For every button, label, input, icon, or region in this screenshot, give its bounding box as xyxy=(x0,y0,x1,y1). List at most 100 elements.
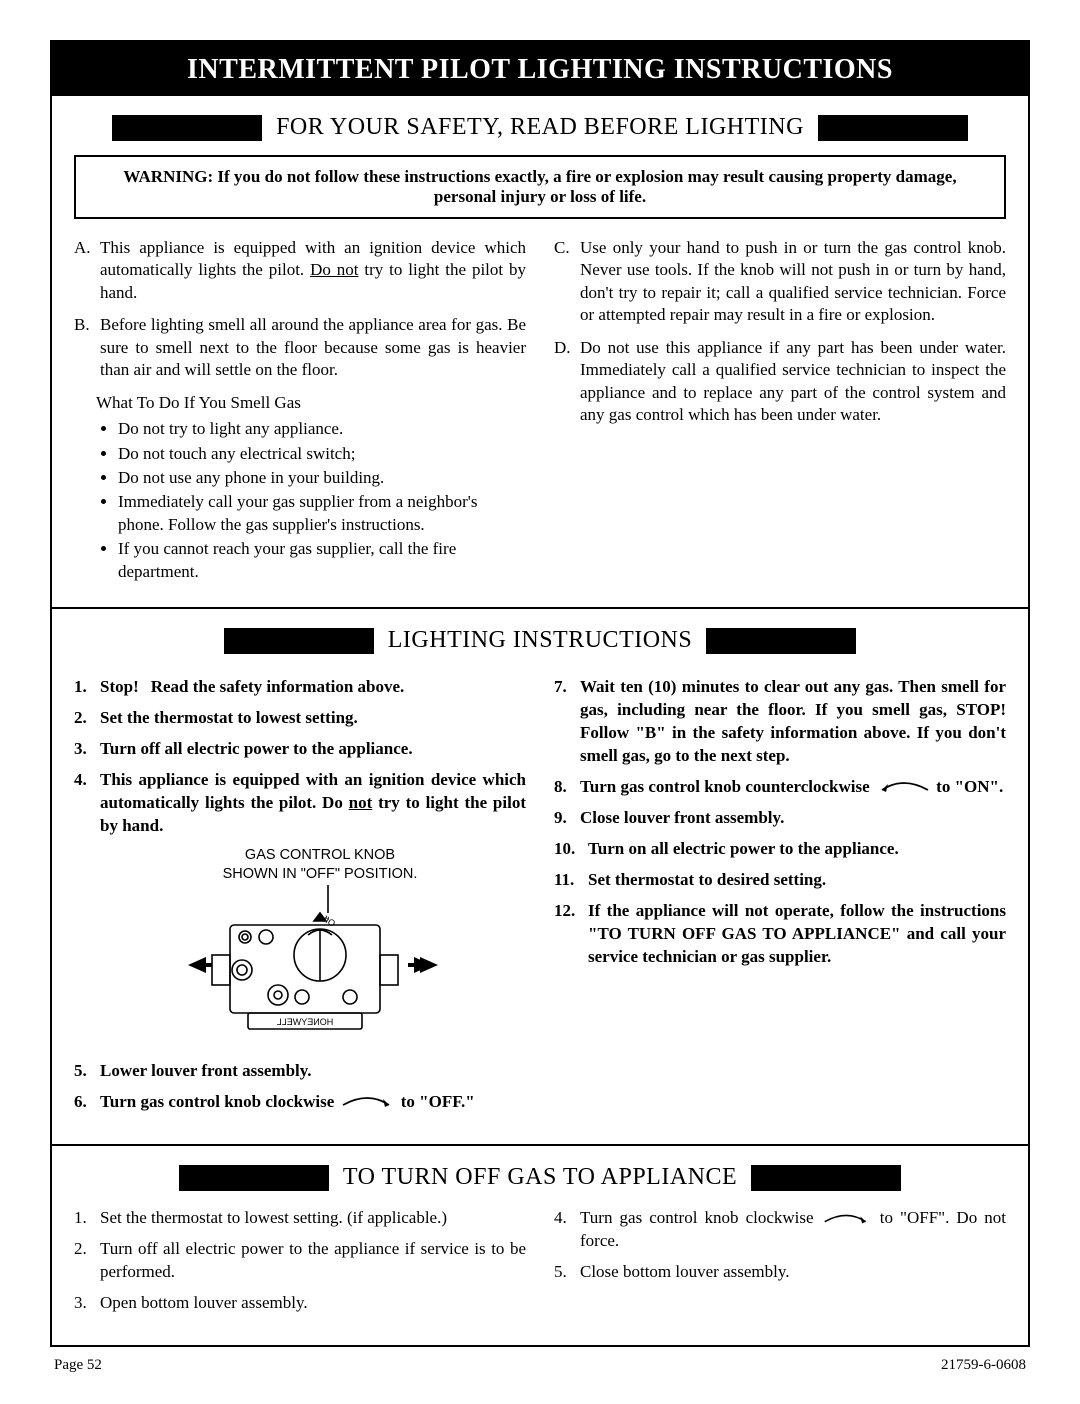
lighting-subheader-row: LIGHTING INSTRUCTIONS xyxy=(52,627,1028,654)
list-item: Immediately call your gas supplier from … xyxy=(118,491,526,536)
step-8: 8. Turn gas control knob counterclockwis… xyxy=(554,776,1006,799)
turnoff-col-left: 1. Set the thermostat to lowest setting.… xyxy=(74,1207,526,1323)
step-4-underline: not xyxy=(349,793,373,812)
subheader-block-left xyxy=(112,115,262,141)
turnoff-2: 2. Turn off all electric power to the ap… xyxy=(74,1238,526,1284)
step-12-text: If the appliance will not operate, follo… xyxy=(588,900,1006,969)
safety-columns: A. This appliance is equipped with an ig… xyxy=(52,237,1028,607)
divider xyxy=(52,607,1028,609)
step-5-label: 5. xyxy=(74,1060,96,1083)
turnoff-3-label: 3. xyxy=(74,1292,96,1315)
diagram-caption-l2: SHOWN IN "OFF" POSITION. xyxy=(223,866,418,882)
step-4: 4. This appliance is equipped with an ig… xyxy=(74,769,526,838)
step-9-text: Close louver front assembly. xyxy=(580,807,784,830)
turnoff-subheader-row: TO TURN OFF GAS TO APPLIANCE xyxy=(52,1164,1028,1191)
lighting-col-right: 7. Wait ten (10) minutes to clear out an… xyxy=(554,676,1006,1122)
step-9-label: 9. xyxy=(554,807,576,830)
step-3-text: Turn off all electric power to the appli… xyxy=(100,738,413,761)
label-a: A. xyxy=(74,237,94,304)
step-10-text: Turn on all electric power to the applia… xyxy=(588,838,899,861)
step-1-stop: Stop! xyxy=(100,677,139,696)
diagram-brand: HONEYWELL xyxy=(277,1017,334,1027)
footer: Page 52 21759-6-0608 xyxy=(50,1347,1030,1374)
counterclockwise-arrow-icon xyxy=(874,778,932,796)
step-4-label: 4. xyxy=(74,769,96,838)
step-6: 6. Turn gas control knob clockwise to "O… xyxy=(74,1091,526,1114)
step-3: 3. Turn off all electric power to the ap… xyxy=(74,738,526,761)
subheader-block-right xyxy=(706,628,856,654)
safety-item-c: C. Use only your hand to push in or turn… xyxy=(554,237,1006,327)
safety-a-underline: Do not xyxy=(310,260,358,279)
turnoff-columns: 1. Set the thermostat to lowest setting.… xyxy=(52,1205,1028,1345)
label-b: B. xyxy=(74,314,94,381)
step-2-text: Set the thermostat to lowest setting. xyxy=(100,707,358,730)
safety-item-d: D. Do not use this appliance if any part… xyxy=(554,337,1006,427)
turnoff-4: 4. Turn gas control knob clockwise to "O… xyxy=(554,1207,1006,1253)
step-4-body: This appliance is equipped with an ignit… xyxy=(100,769,526,838)
step-1-label: 1. xyxy=(74,676,96,699)
step-8-post: to "ON". xyxy=(936,777,1003,796)
smell-gas-list: Do not try to light any appliance. Do no… xyxy=(118,418,526,583)
subheader-block-left xyxy=(224,628,374,654)
footer-right: 21759-6-0608 xyxy=(941,1357,1026,1374)
step-5-text: Lower louver front assembly. xyxy=(100,1060,312,1083)
turnoff-5-text: Close bottom louver assembly. xyxy=(580,1261,790,1284)
lighting-columns: 1. Stop! Read the safety information abov… xyxy=(52,668,1028,1144)
safety-d-text: Do not use this appliance if any part ha… xyxy=(580,337,1006,427)
step-1: 1. Stop! Read the safety information abov… xyxy=(74,676,526,699)
turnoff-4-pre: Turn gas control knob clockwise xyxy=(580,1208,821,1227)
list-item: Do not try to light any appliance. xyxy=(118,418,526,440)
step-6-post: to "OFF." xyxy=(401,1092,475,1111)
list-item: Do not use any phone in your building. xyxy=(118,467,526,489)
step-6-pre: Turn gas control knob clockwise xyxy=(100,1092,339,1111)
step-7-label: 7. xyxy=(554,676,576,768)
smell-gas-title: What To Do If You Smell Gas xyxy=(96,392,526,414)
turnoff-3: 3. Open bottom louver assembly. xyxy=(74,1292,526,1315)
turnoff-subheader: TO TURN OFF GAS TO APPLIANCE xyxy=(329,1164,751,1191)
diagram-caption-l1: GAS CONTROL KNOB xyxy=(245,847,395,863)
warning-box: WARNING: If you do not follow these inst… xyxy=(74,155,1006,219)
turnoff-3-text: Open bottom louver assembly. xyxy=(100,1292,308,1315)
step-10: 10. Turn on all electric power to the ap… xyxy=(554,838,1006,861)
step-8-label: 8. xyxy=(554,776,576,799)
step-8-body: Turn gas control knob counterclockwise t… xyxy=(580,776,1003,799)
turnoff-5: 5. Close bottom louver assembly. xyxy=(554,1261,1006,1284)
gas-valve-icon: HONEYWELL xyxy=(150,885,450,1045)
list-item: Do not touch any electrical switch; xyxy=(118,443,526,465)
safety-subheader: FOR YOUR SAFETY, READ BEFORE LIGHTING xyxy=(262,114,818,141)
label-d: D. xyxy=(554,337,574,427)
step-1-rest: Read the safety information above. xyxy=(151,677,405,696)
safety-item-a: A. This appliance is equipped with an ig… xyxy=(74,237,526,304)
step-7: 7. Wait ten (10) minutes to clear out an… xyxy=(554,676,1006,768)
turnoff-1: 1. Set the thermostat to lowest setting.… xyxy=(74,1207,526,1230)
step-6-body: Turn gas control knob clockwise to "OFF.… xyxy=(100,1091,475,1114)
step-11-text: Set thermostat to desired setting. xyxy=(588,869,826,892)
step-11: 11. Set thermostat to desired setting. xyxy=(554,869,1006,892)
step-1-body: Stop! Read the safety information above. xyxy=(100,676,404,699)
step-9: 9. Close louver front assembly. xyxy=(554,807,1006,830)
clockwise-arrow-icon xyxy=(339,1093,397,1111)
lighting-col-left: 1. Stop! Read the safety information abov… xyxy=(74,676,526,1122)
page-title: INTERMITTENT PILOT LIGHTING INSTRUCTIONS xyxy=(187,54,893,85)
lighting-subheader: LIGHTING INSTRUCTIONS xyxy=(374,627,706,654)
turnoff-5-label: 5. xyxy=(554,1261,576,1284)
footer-left: Page 52 xyxy=(54,1357,102,1374)
clockwise-arrow-icon xyxy=(821,1211,873,1227)
step-6-label: 6. xyxy=(74,1091,96,1114)
list-item: If you cannot reach your gas supplier, c… xyxy=(118,538,526,583)
step-11-label: 11. xyxy=(554,869,584,892)
turnoff-col-right: 4. Turn gas control knob clockwise to "O… xyxy=(554,1207,1006,1323)
step-2: 2. Set the thermostat to lowest setting. xyxy=(74,707,526,730)
turnoff-1-text: Set the thermostat to lowest setting. (i… xyxy=(100,1207,447,1230)
step-10-label: 10. xyxy=(554,838,584,861)
divider xyxy=(52,1144,1028,1146)
smell-gas-block: What To Do If You Smell Gas Do not try t… xyxy=(96,392,526,584)
outer-frame: INTERMITTENT PILOT LIGHTING INSTRUCTIONS… xyxy=(50,40,1030,1347)
safety-b-text: Before lighting smell all around the app… xyxy=(100,314,526,381)
turnoff-1-label: 1. xyxy=(74,1207,96,1230)
step-3-label: 3. xyxy=(74,738,96,761)
diagram-caption: GAS CONTROL KNOB SHOWN IN "OFF" POSITION… xyxy=(114,846,526,884)
subheader-block-left xyxy=(179,1165,329,1191)
step-7-text: Wait ten (10) minutes to clear out any g… xyxy=(580,676,1006,768)
step-12: 12. If the appliance will not operate, f… xyxy=(554,900,1006,969)
